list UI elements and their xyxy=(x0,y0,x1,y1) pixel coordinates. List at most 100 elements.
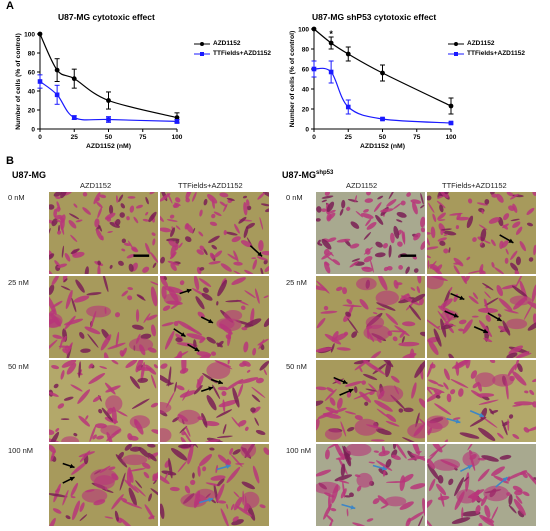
cell xyxy=(49,517,56,526)
cell xyxy=(316,386,327,391)
cell xyxy=(327,212,336,221)
cell xyxy=(386,199,397,207)
cell xyxy=(531,378,536,383)
cell xyxy=(337,479,350,484)
micrograph-u87mg xyxy=(159,359,270,443)
cell xyxy=(222,423,227,435)
cell xyxy=(193,385,203,395)
cell xyxy=(359,299,369,310)
cell xyxy=(484,505,491,519)
x-tick-label: 75 xyxy=(139,134,147,141)
cell xyxy=(402,321,416,327)
cell xyxy=(169,251,177,260)
cell xyxy=(427,362,434,378)
cell xyxy=(483,240,491,244)
cell xyxy=(75,219,83,223)
cell xyxy=(127,287,134,291)
cell xyxy=(128,468,146,472)
cell xyxy=(114,219,121,226)
cell xyxy=(397,241,403,247)
cell xyxy=(532,192,536,196)
micrograph-u87mg xyxy=(48,443,159,527)
cell xyxy=(152,473,158,482)
cell xyxy=(439,192,449,198)
cell xyxy=(254,417,259,426)
cell xyxy=(199,245,205,251)
cell xyxy=(478,224,488,231)
y-tick-label: 20 xyxy=(28,108,36,115)
cell xyxy=(360,267,372,270)
cell xyxy=(79,514,88,522)
cell xyxy=(129,205,135,213)
grid-title-right: U87-MGshp53 xyxy=(282,170,334,180)
cell xyxy=(461,507,464,519)
cell xyxy=(136,294,145,299)
cell xyxy=(126,216,130,221)
cell xyxy=(240,240,252,248)
cell xyxy=(349,492,354,497)
cell xyxy=(399,331,405,338)
cell xyxy=(120,203,126,209)
cell xyxy=(420,193,424,205)
cell xyxy=(393,225,400,239)
cell xyxy=(185,236,192,243)
cell xyxy=(127,295,133,301)
cell xyxy=(49,284,55,295)
cell xyxy=(528,257,534,262)
cell xyxy=(265,208,269,213)
cell xyxy=(406,192,411,197)
cell xyxy=(82,192,88,197)
cell xyxy=(392,336,398,342)
y-tick-label: 60 xyxy=(28,70,36,77)
cell xyxy=(136,204,143,209)
cell xyxy=(234,223,240,234)
cell xyxy=(97,265,101,274)
cell xyxy=(363,247,373,255)
cell xyxy=(321,195,334,199)
cell xyxy=(401,295,421,306)
y-axis-label: Number of cells (% of control) xyxy=(15,33,22,130)
cell xyxy=(510,250,518,260)
data-point xyxy=(448,120,454,126)
cell xyxy=(532,313,536,326)
cell xyxy=(193,276,200,291)
cell xyxy=(428,379,439,385)
x-tick-label: 50 xyxy=(379,134,387,141)
cell xyxy=(483,298,488,310)
row-label-50nm: 50 nM xyxy=(286,362,307,371)
cell xyxy=(246,199,250,207)
cell xyxy=(411,444,420,456)
cell xyxy=(334,333,348,341)
cell xyxy=(49,228,51,236)
legend-label: TTFields+AZD1152 xyxy=(467,50,525,57)
cell xyxy=(257,192,265,200)
cell xyxy=(64,315,76,330)
cell xyxy=(150,252,158,263)
x-tick-label: 0 xyxy=(312,134,316,141)
cell xyxy=(512,433,520,440)
cell xyxy=(491,261,495,268)
cell xyxy=(160,373,172,385)
cell xyxy=(88,363,94,369)
cell xyxy=(166,219,178,222)
cell xyxy=(189,444,196,448)
cell xyxy=(78,415,90,427)
cell xyxy=(410,483,425,490)
cell xyxy=(223,230,227,236)
cell xyxy=(223,203,228,212)
arrow-head xyxy=(453,313,459,318)
cell xyxy=(336,238,351,243)
enlarged-cell xyxy=(100,425,122,436)
cell xyxy=(529,389,535,396)
enlarged-cell xyxy=(354,418,379,436)
cell xyxy=(376,408,389,418)
cell xyxy=(398,341,420,347)
cell xyxy=(240,305,246,311)
cell xyxy=(393,279,399,289)
cell xyxy=(410,287,416,291)
grid-title-left: U87-MG xyxy=(12,170,47,180)
cell xyxy=(51,276,60,286)
cell xyxy=(374,400,393,412)
cell xyxy=(346,206,351,211)
cell xyxy=(378,450,390,457)
